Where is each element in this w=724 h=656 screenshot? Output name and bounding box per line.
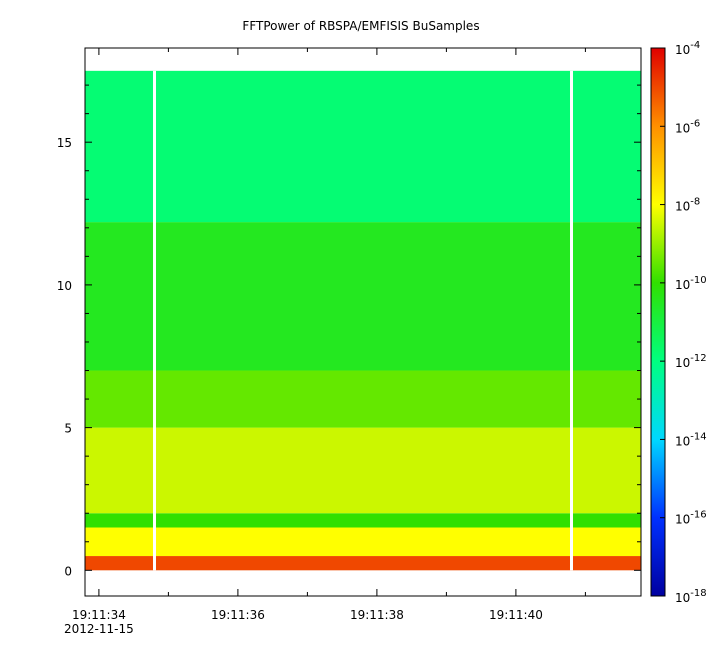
x-tick-label: 19:11:38 (350, 608, 404, 622)
plot-frame (84, 47, 642, 597)
colorbar-tick-label: 10-18 (675, 588, 707, 605)
y-tick-label: 0 (64, 564, 72, 578)
y-axis: 0 5 10 15 (57, 84, 641, 578)
spectrogram-band (85, 370, 641, 428)
x-tick-label: 19:11:34 (72, 608, 126, 622)
colorbar-tick-label: 10-16 (675, 510, 707, 527)
x-axis-date-label: 2012-11-15 (64, 622, 134, 636)
plot-area: 19:11:34 19:11:36 19:11:38 19:11:40 051015 … (57, 47, 642, 636)
y-tick-label: 5 (64, 422, 72, 436)
x-axis: 19:11:34 19:11:36 19:11:38 19:11:40 (72, 48, 586, 622)
spectrogram-band (85, 527, 641, 557)
spectrogram-band (85, 556, 641, 571)
colorbar-tick-label: 10-14 (675, 431, 707, 448)
colorbar-scale (650, 47, 666, 597)
spectrogram-band (85, 513, 641, 528)
colorbar-ticks: 10-4 10-6 10-8 10-10 10-12 10-14 10-16 10-18 (660, 40, 707, 605)
colorbar: 10-4 10-6 10-8 10-10 10-12 10-14 10-16 10-18 (650, 40, 707, 605)
colorbar-tick-label: 10-12 (675, 353, 707, 370)
spectrogram-band (85, 222, 641, 371)
data-gaps (153, 70, 573, 571)
colorbar-tick-label: 10-6 (675, 118, 700, 135)
data-gap (153, 70, 156, 571)
spectrogram-band (85, 427, 641, 514)
colorbar-tick-label: 10-10 (675, 275, 707, 292)
colorbar-tick-label: 10-8 (675, 197, 700, 214)
chart-title: FFTPower of RBSPA/EMFISIS BuSamples (242, 19, 479, 33)
x-tick-label: 19:11:36 (211, 608, 265, 622)
spectrogram-bands (85, 70, 641, 571)
colorbar-tick-label: 10-4 (675, 40, 700, 57)
y-tick-label: 15 (57, 136, 72, 150)
y-tick-label: 10 (57, 279, 72, 293)
x-tick-label: 19:11:40 (489, 608, 543, 622)
spectrogram-band (85, 70, 641, 223)
data-gap (570, 70, 573, 571)
